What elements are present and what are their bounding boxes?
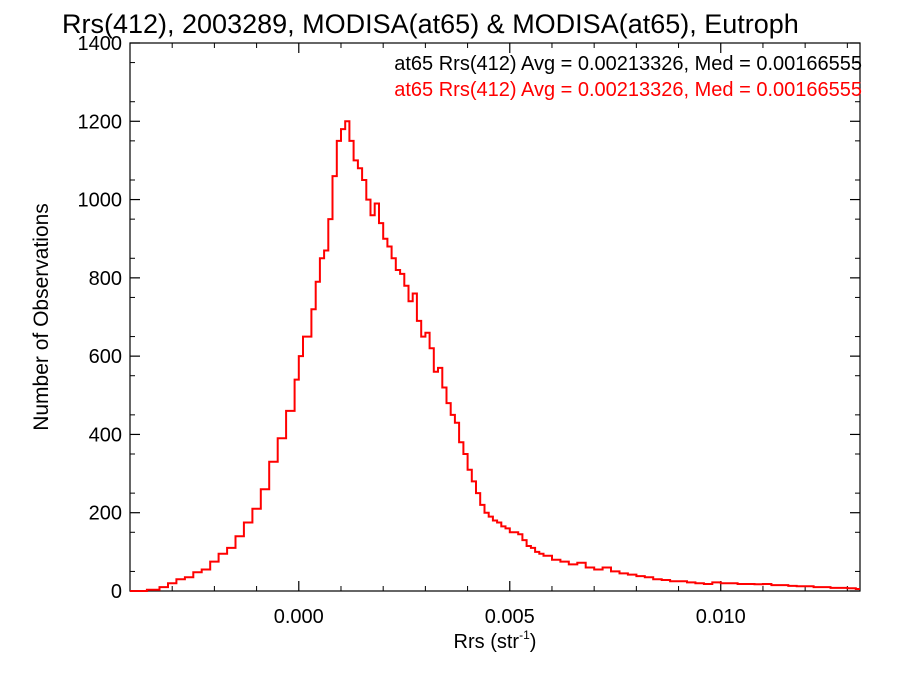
x-axis-label-superscript: -1 [519,628,530,642]
histogram-series-line [130,120,860,592]
plot-frame [129,42,861,592]
y-tick-label: 1200 [78,111,123,133]
y-tick-label: 400 [89,424,122,446]
axis-ticks: 0 200 400 600 800 1000 1200 1400 0.000 0.005 0.010 [78,33,860,628]
x-tick-label: 0.005 [485,606,535,628]
plot-area: 0 200 400 600 800 1000 1200 1400 0.000 0.005 0.010 [78,33,861,628]
y-axis-label: Number of Observations [30,203,53,431]
x-axis-label: Rrs (str-1) [454,628,537,653]
y-tick-label: 800 [89,268,122,290]
x-tick-label: 0.000 [274,606,324,628]
y-tick-label: 200 [89,503,122,525]
stats-annotation-red: at65 Rrs(412) Avg = 0.00213326, Med = 0.… [394,79,862,101]
x-tick-label: 0.010 [696,606,746,628]
stats-annotation-black: at65 Rrs(412) Avg = 0.00213326, Med = 0.… [394,53,862,75]
y-tick-label: 600 [89,346,122,368]
y-tick-label: 0 [111,581,122,603]
y-tick-label: 1000 [78,190,123,212]
y-tick-label: 1400 [78,33,123,55]
chart-title: Rrs(412), 2003289, MODISA(at65) & MODISA… [62,9,799,39]
